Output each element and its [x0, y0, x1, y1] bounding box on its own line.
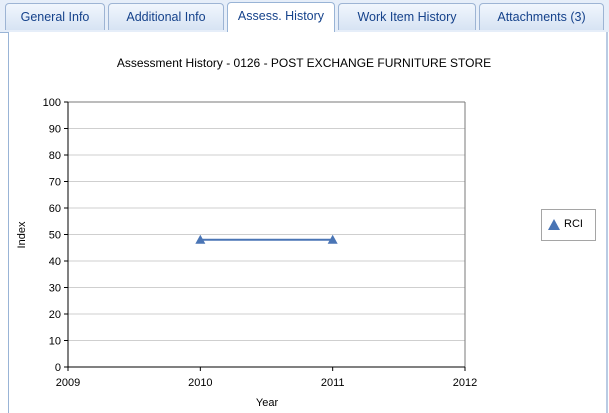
- x-tick-label: 2010: [188, 377, 212, 389]
- y-tick-label: 90: [49, 124, 61, 136]
- x-tick-label: 2009: [56, 377, 80, 389]
- y-axis-label: Index: [16, 221, 28, 248]
- tab-work-item-history[interactable]: Work Item History: [338, 3, 476, 30]
- data-point-rci: [195, 234, 206, 244]
- tab-assess-history[interactable]: Assess. History: [227, 2, 335, 32]
- chart-legend: RCI: [541, 209, 596, 241]
- y-tick-label: 100: [43, 97, 61, 109]
- legend-rci-label: RCI: [564, 218, 583, 230]
- data-point-rci: [327, 234, 338, 244]
- tab-bar: General Info Additional Info Assess. His…: [0, 0, 609, 33]
- legend-rci-triangle-icon: [548, 219, 560, 230]
- y-tick-label: 20: [49, 309, 61, 321]
- x-axis-label: Year: [256, 397, 279, 409]
- tab-attachments[interactable]: Attachments (3): [479, 3, 604, 30]
- y-tick-label: 60: [49, 203, 61, 215]
- y-tick-label: 40: [49, 256, 61, 268]
- x-tick-label: 2012: [453, 377, 477, 389]
- chart-title: Assessment History - 0126 - POST EXCHANG…: [117, 56, 491, 70]
- y-tick-label: 50: [49, 230, 61, 242]
- y-tick-label: 0: [55, 362, 61, 374]
- y-tick-label: 30: [49, 283, 61, 295]
- x-tick-label: 2011: [321, 377, 345, 389]
- tab-additional-info[interactable]: Additional Info: [108, 3, 224, 30]
- tab-general-info[interactable]: General Info: [5, 3, 105, 30]
- y-tick-label: 10: [49, 336, 61, 348]
- y-tick-label: 70: [49, 177, 61, 189]
- y-tick-label: 80: [49, 150, 61, 162]
- panel-scrollbar-edge: [606, 32, 608, 413]
